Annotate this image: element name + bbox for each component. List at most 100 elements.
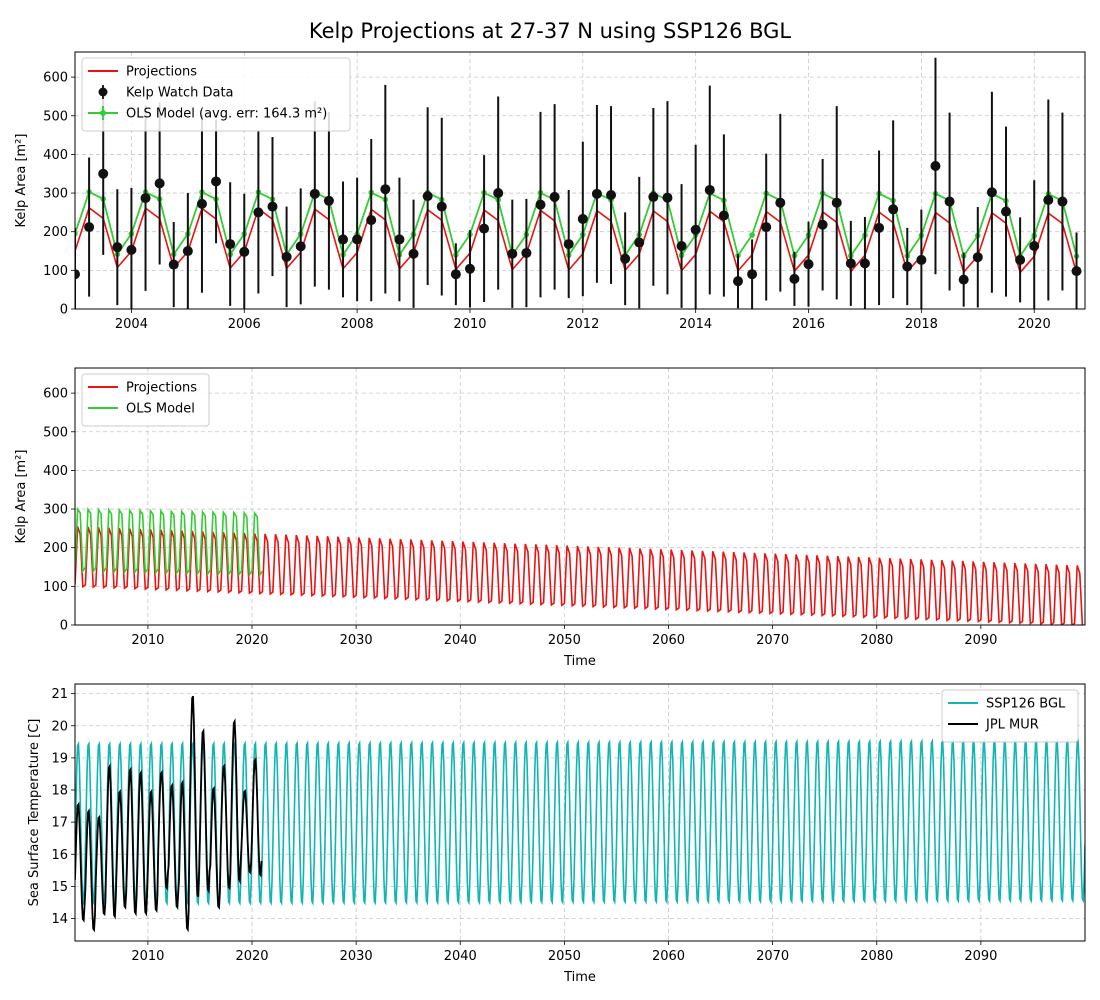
plot-area bbox=[75, 695, 1085, 933]
obs-point bbox=[1015, 254, 1026, 265]
x-tick-label: 2012 bbox=[566, 317, 599, 332]
plot-area bbox=[75, 506, 1084, 625]
obs-point bbox=[775, 197, 786, 208]
obs-point bbox=[789, 273, 800, 284]
obs-point bbox=[394, 234, 405, 245]
x-tick-label: 2050 bbox=[548, 633, 581, 648]
x-tick-label: 2008 bbox=[341, 317, 374, 332]
obs-point bbox=[803, 259, 814, 270]
obs-point bbox=[606, 189, 617, 200]
x-tick-label: 2080 bbox=[860, 949, 893, 964]
legend-label: OLS Model bbox=[126, 402, 195, 417]
obs-point bbox=[1071, 266, 1082, 277]
obs-point bbox=[196, 198, 207, 209]
y-tick-label: 400 bbox=[43, 148, 68, 163]
obs-point bbox=[493, 188, 504, 199]
x-tick-label: 2070 bbox=[756, 633, 789, 648]
panel-top: 2004 2006 2008 2010 2012 2014 2016 2018 2020 0 100… bbox=[14, 51, 1086, 332]
obs-point bbox=[323, 195, 334, 206]
obs-point bbox=[634, 237, 645, 248]
y-tick-label: 500 bbox=[43, 425, 68, 440]
obs-point bbox=[958, 274, 969, 285]
obs-point bbox=[1001, 206, 1012, 217]
obs-point bbox=[352, 234, 363, 245]
legend-label: JPL MUR bbox=[985, 718, 1039, 733]
projections-line bbox=[75, 206, 1078, 275]
x-tick-label: 2040 bbox=[444, 949, 477, 964]
legend-label: Projections bbox=[126, 65, 197, 80]
x-tick-label: 2060 bbox=[652, 949, 685, 964]
obs-point bbox=[436, 201, 447, 212]
legend-label: Projections bbox=[126, 381, 197, 396]
obs-point bbox=[75, 269, 80, 280]
y-tick-label: 400 bbox=[43, 464, 68, 479]
obs-point bbox=[648, 191, 659, 202]
x-tick-label: 2030 bbox=[340, 949, 373, 964]
y-axis-label: Kelp Area [m²] bbox=[14, 450, 29, 544]
obs-point bbox=[479, 223, 490, 234]
y-tick-label: 21 bbox=[51, 687, 68, 702]
x-tick-label: 2020 bbox=[235, 633, 268, 648]
ols-model-line bbox=[75, 190, 1078, 259]
obs-point bbox=[422, 191, 433, 202]
obs-point bbox=[859, 258, 870, 269]
y-tick-label: 600 bbox=[43, 71, 68, 86]
x-tick-label: 2006 bbox=[228, 317, 261, 332]
x-tick-label: 2090 bbox=[964, 949, 997, 964]
x-tick-label: 2010 bbox=[131, 949, 164, 964]
x-tick-label: 2014 bbox=[679, 317, 712, 332]
obs-point bbox=[309, 188, 320, 199]
obs-point bbox=[563, 239, 574, 250]
x-axis-label: Time bbox=[563, 970, 596, 985]
y-tick-label: 16 bbox=[51, 848, 68, 863]
obs-point bbox=[168, 259, 179, 270]
y-tick-label: 600 bbox=[43, 387, 68, 402]
obs-point bbox=[986, 187, 997, 198]
y-tick-label: 15 bbox=[51, 880, 68, 895]
obs-point bbox=[521, 247, 532, 258]
y-axis-label: Sea Surface Temperature [C] bbox=[27, 719, 42, 907]
y-tick-label: 0 bbox=[60, 619, 68, 634]
jpl-mur-line bbox=[75, 695, 263, 933]
panel-middle: 2010 2020 2030 2040 2050 2060 2070 2080 2090 0 100… bbox=[14, 367, 1086, 669]
obs-point bbox=[874, 222, 885, 233]
y-tick-label: 100 bbox=[43, 580, 68, 595]
obs-point bbox=[112, 242, 123, 253]
y-tick-label: 18 bbox=[51, 784, 68, 799]
obs-point bbox=[84, 222, 95, 233]
obs-point bbox=[944, 196, 955, 207]
obs-point bbox=[535, 199, 546, 210]
obs-point bbox=[747, 269, 758, 280]
plot-area bbox=[75, 57, 1082, 309]
ols-model-marker bbox=[749, 232, 755, 238]
y-tick-label: 100 bbox=[43, 264, 68, 279]
obs-point bbox=[267, 201, 278, 212]
x-tick-label: 2090 bbox=[964, 633, 997, 648]
x-tick-label: 2010 bbox=[453, 317, 486, 332]
obs-point bbox=[450, 269, 461, 280]
obs-point bbox=[549, 191, 560, 202]
legend: Projections Kelp Watch Data OLS Model (avg… bbox=[81, 57, 351, 132]
obs-point bbox=[140, 193, 151, 204]
legend: Projections OLS Model bbox=[81, 373, 210, 427]
obs-point bbox=[888, 204, 899, 215]
axes-frame bbox=[74, 683, 1086, 942]
x-tick-label: 2010 bbox=[131, 633, 164, 648]
obs-point bbox=[591, 188, 602, 199]
ssp126-line bbox=[75, 737, 1085, 907]
y-tick-label: 500 bbox=[43, 109, 68, 124]
y-axis-label: Kelp Area [m²] bbox=[14, 134, 29, 228]
obs-point bbox=[507, 248, 518, 259]
obs-point bbox=[916, 254, 927, 265]
obs-point bbox=[1057, 196, 1068, 207]
y-tick-label: 17 bbox=[51, 816, 68, 831]
y-tick-label: 300 bbox=[43, 503, 68, 518]
obs-point bbox=[408, 248, 419, 259]
obs-point bbox=[380, 184, 391, 195]
obs-point bbox=[281, 251, 292, 262]
x-tick-label: 2004 bbox=[115, 317, 148, 332]
obs-point bbox=[295, 241, 306, 252]
legend-label: OLS Model (avg. err: 164.3 m²) bbox=[126, 107, 327, 122]
y-tick-label: 0 bbox=[60, 303, 68, 318]
